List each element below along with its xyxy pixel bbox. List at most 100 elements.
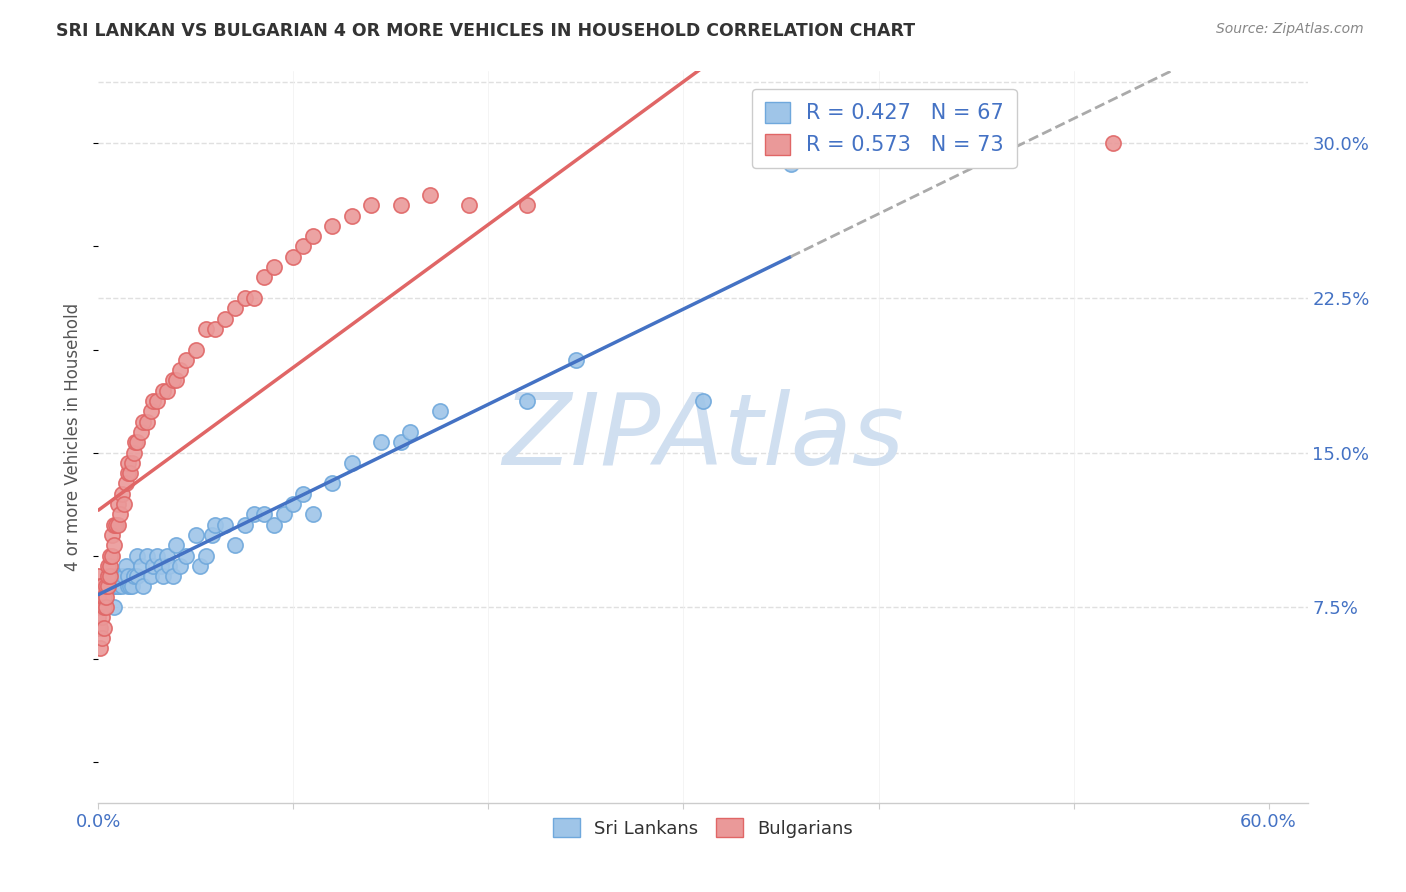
Point	[152, 569, 174, 583]
Point	[87, 569, 110, 583]
Point	[107, 497, 129, 511]
Point	[93, 600, 115, 615]
Point	[101, 579, 124, 593]
Point	[103, 538, 125, 552]
Point	[97, 558, 120, 573]
Point	[253, 508, 276, 522]
Point	[98, 569, 121, 583]
Point	[142, 558, 165, 573]
Point	[107, 579, 129, 593]
Point	[91, 610, 114, 624]
Point	[104, 517, 127, 532]
Point	[214, 517, 236, 532]
Point	[103, 569, 125, 583]
Point	[139, 404, 162, 418]
Point	[107, 579, 129, 593]
Point	[253, 270, 276, 285]
Point	[146, 394, 169, 409]
Point	[360, 198, 382, 212]
Point	[136, 415, 159, 429]
Point	[136, 549, 159, 563]
Point	[370, 435, 392, 450]
Point	[91, 631, 114, 645]
Point	[131, 558, 153, 573]
Point	[458, 198, 481, 212]
Point	[263, 517, 285, 532]
Point	[93, 621, 115, 635]
Point	[292, 239, 315, 253]
Point	[149, 558, 172, 573]
Point	[107, 579, 129, 593]
Point	[117, 466, 139, 480]
Point	[118, 466, 141, 480]
Point	[107, 569, 129, 583]
Point	[263, 260, 285, 274]
Point	[516, 198, 538, 212]
Point	[162, 373, 184, 387]
Point	[98, 558, 121, 573]
Point	[692, 394, 714, 409]
Point	[283, 250, 305, 264]
Point	[419, 188, 441, 202]
Point	[107, 579, 129, 593]
Point	[97, 569, 120, 583]
Point	[194, 322, 217, 336]
Point	[97, 579, 120, 593]
Point	[87, 610, 110, 624]
Point	[121, 456, 143, 470]
Point	[87, 621, 110, 635]
Point	[108, 508, 131, 522]
Point	[156, 384, 179, 398]
Point	[321, 476, 343, 491]
Text: Source: ZipAtlas.com: Source: ZipAtlas.com	[1216, 22, 1364, 37]
Text: SRI LANKAN VS BULGARIAN 4 OR MORE VEHICLES IN HOUSEHOLD CORRELATION CHART: SRI LANKAN VS BULGARIAN 4 OR MORE VEHICL…	[56, 22, 915, 40]
Point	[233, 291, 256, 305]
Point	[112, 497, 135, 511]
Point	[96, 590, 118, 604]
Point	[399, 425, 422, 439]
Point	[174, 352, 197, 367]
Point	[139, 569, 162, 583]
Point	[165, 538, 187, 552]
Point	[104, 579, 127, 593]
Point	[146, 549, 169, 563]
Point	[87, 590, 110, 604]
Point	[204, 322, 226, 336]
Point	[97, 579, 120, 593]
Point	[117, 579, 139, 593]
Point	[169, 558, 191, 573]
Point	[97, 569, 120, 583]
Point	[389, 435, 412, 450]
Point	[121, 579, 143, 593]
Point	[96, 600, 118, 615]
Point	[283, 497, 305, 511]
Point	[152, 384, 174, 398]
Point	[124, 435, 146, 450]
Point	[117, 569, 139, 583]
Point	[101, 528, 124, 542]
Point	[112, 569, 135, 583]
Point	[111, 487, 134, 501]
Point	[97, 579, 120, 593]
Point	[103, 517, 125, 532]
Point	[184, 528, 207, 542]
Point	[565, 352, 588, 367]
Point	[107, 517, 129, 532]
Point	[103, 600, 125, 615]
Point	[103, 579, 125, 593]
Y-axis label: 4 or more Vehicles in Household: 4 or more Vehicles in Household	[65, 303, 83, 571]
Point	[98, 549, 121, 563]
Point	[340, 209, 363, 223]
Point	[89, 641, 111, 656]
Point	[340, 456, 363, 470]
Point	[174, 549, 197, 563]
Point	[142, 394, 165, 409]
Point	[89, 579, 111, 593]
Point	[122, 569, 145, 583]
Point	[114, 476, 136, 491]
Point	[111, 579, 134, 593]
Point	[91, 579, 114, 593]
Point	[429, 404, 451, 418]
Point	[122, 445, 145, 459]
Point	[204, 517, 226, 532]
